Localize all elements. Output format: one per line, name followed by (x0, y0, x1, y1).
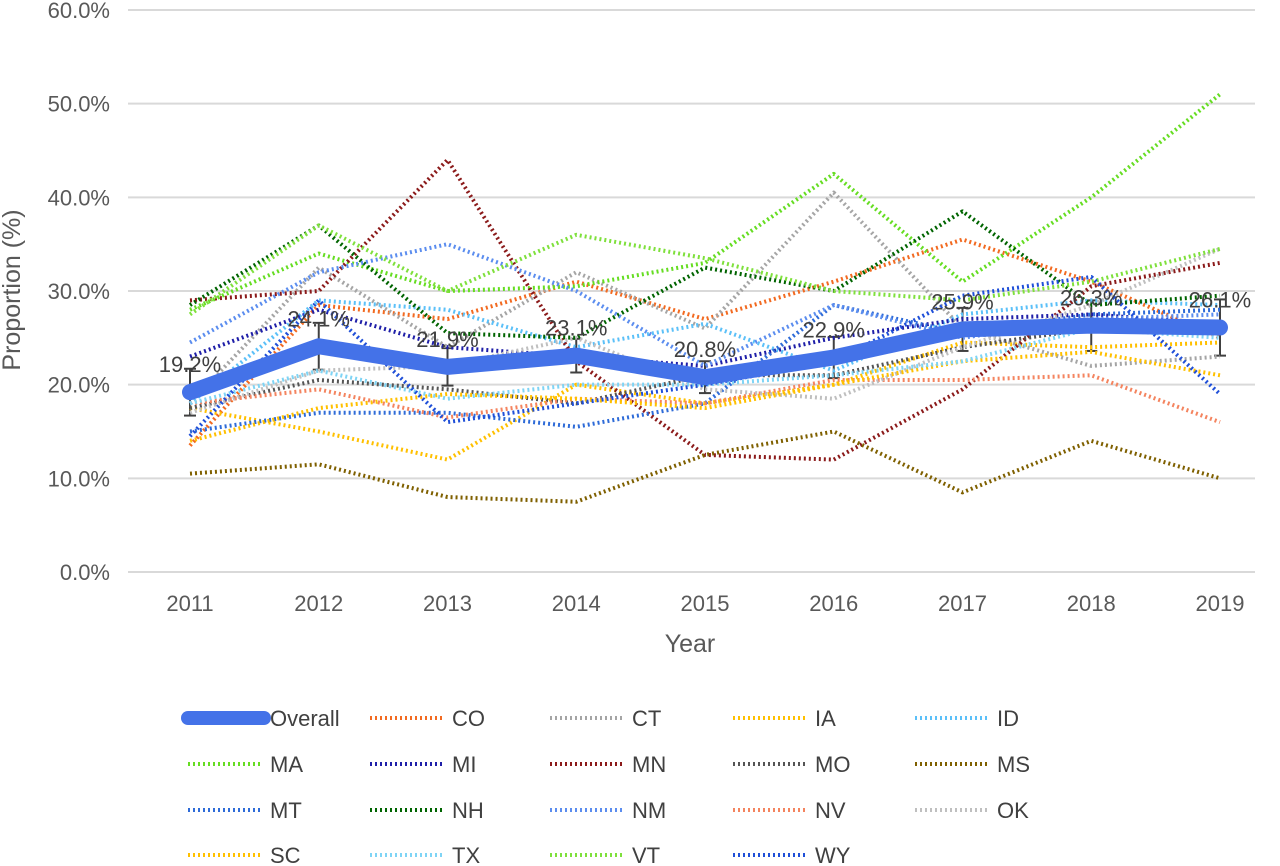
legend-item-nh: NH (370, 798, 484, 823)
x-tick-label: 2017 (938, 591, 987, 616)
legend-label: Overall (270, 706, 340, 731)
data-label: 22.9% (803, 318, 865, 343)
series-line-mi (189, 307, 1221, 368)
data-label: 26.1% (1189, 288, 1251, 313)
legend-item-mt: MT (188, 798, 302, 823)
series-lines (182, 92, 1228, 504)
legend-label: ID (997, 706, 1019, 731)
x-tick-label: 2015 (681, 591, 730, 616)
legend-label: VT (632, 843, 660, 866)
legend-label: WY (815, 843, 851, 866)
legend-label: MI (452, 752, 476, 777)
legend-label: CO (452, 706, 485, 731)
x-tick-label: 2016 (809, 591, 858, 616)
legend-item-mn: MN (550, 752, 666, 777)
data-label: 20.8% (674, 337, 736, 362)
legend-label: NM (632, 798, 666, 823)
series-line-nv (189, 373, 1221, 425)
y-tick-label: 10.0% (48, 466, 110, 491)
x-tick-label: 2012 (294, 591, 343, 616)
legend-label: IA (815, 706, 836, 731)
series-line-ct (188, 190, 1221, 405)
legend-label: MN (632, 752, 666, 777)
data-label: 23.1% (545, 316, 607, 341)
data-label: 24.1% (288, 306, 350, 331)
legend-label: MT (270, 798, 302, 823)
data-label: 25.9% (931, 289, 993, 314)
series-line-tx (189, 326, 1221, 406)
x-axis-tick-labels: 2011 2012 2013 2014 2015 2016 2017 2018 2019 (166, 591, 1244, 616)
legend-label: MA (270, 752, 303, 777)
y-tick-label: 50.0% (48, 92, 110, 117)
y-tick-label: 30.0% (48, 279, 110, 304)
series-line-ms (189, 429, 1221, 504)
y-tick-label: 60.0% (48, 0, 110, 23)
series-line-sc (189, 349, 1221, 443)
legend-item-vt: VT (550, 843, 660, 866)
legend-item-ms: MS (915, 752, 1030, 777)
legend: Overall CO CT IA ID MA MI MN MO MS MT NH NM NV OK SC TX V… (181, 706, 1030, 866)
x-tick-label: 2014 (552, 591, 601, 616)
series-line-wy (188, 274, 1222, 438)
legend-label: TX (452, 843, 480, 866)
data-label: 19.2% (159, 352, 221, 377)
legend-label: MO (815, 752, 850, 777)
x-tick-label: 2011 (166, 591, 213, 616)
legend-item-ok: OK (915, 798, 1029, 823)
legend-item-tx: TX (370, 843, 480, 866)
y-axis-tick-labels: 0.0% 10.0% 20.0% 30.0% 40.0% 50.0% 60.0% (48, 0, 110, 585)
x-tick-label: 2018 (1067, 591, 1116, 616)
legend-item-nv: NV (733, 798, 846, 823)
legend-label: NH (452, 798, 484, 823)
legend-label: CT (632, 706, 661, 731)
data-labels: 19.2% 24.1% 21.9% 23.1% 20.8% 22.9% 25.9% 26.3%… (159, 286, 1251, 378)
x-tick-label: 2013 (423, 591, 472, 616)
x-tick-label: 2019 (1196, 591, 1245, 616)
series-line-ma (189, 92, 1222, 312)
series-line-overall (182, 317, 1228, 401)
legend-label: SC (270, 843, 301, 866)
legend-item-ma: MA (188, 752, 303, 777)
legend-label: MS (997, 752, 1030, 777)
legend-label: OK (997, 798, 1029, 823)
legend-item-sc: SC (188, 843, 301, 866)
legend-item-nm: NM (550, 798, 666, 823)
series-line-vt (188, 223, 1221, 317)
legend-label: NV (815, 798, 846, 823)
legend-item-ct: CT (550, 706, 661, 731)
data-label: 26.3% (1060, 286, 1122, 311)
legend-item-mi: MI (370, 752, 476, 777)
y-tick-label: 20.0% (48, 373, 110, 398)
data-label: 21.9% (416, 327, 478, 352)
legend-item-co: CO (370, 706, 485, 731)
legend-item-ia: IA (733, 706, 836, 731)
y-tick-label: 40.0% (48, 185, 110, 210)
y-axis-title: Proportion (%) (0, 209, 26, 370)
legend-item-id: ID (915, 706, 1019, 731)
y-tick-label: 0.0% (60, 560, 110, 585)
x-axis-title: Year (665, 630, 716, 658)
legend-item-overall: Overall (181, 706, 340, 731)
legend-item-mo: MO (733, 752, 850, 777)
legend-item-wy: WY (733, 843, 851, 866)
